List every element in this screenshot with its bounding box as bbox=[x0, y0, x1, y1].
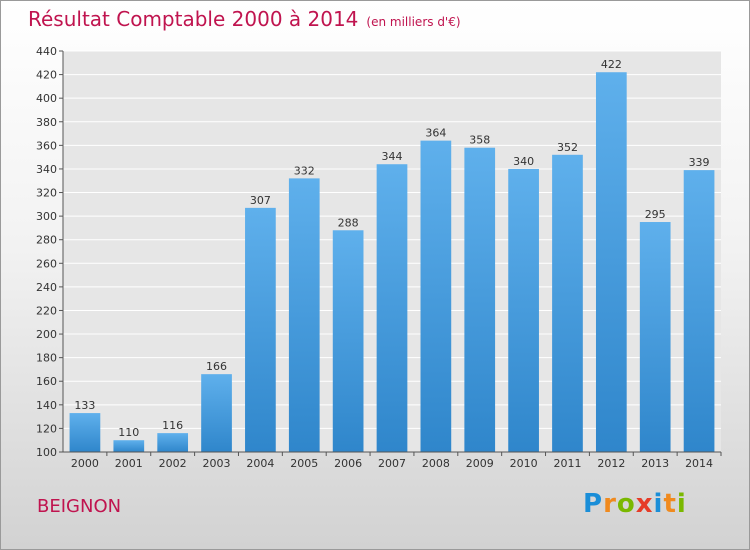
y-tick-label: 340 bbox=[36, 163, 57, 176]
value-label-2004: 307 bbox=[250, 194, 271, 207]
bar-2007 bbox=[376, 164, 408, 453]
axes: 100 120 140 160 180 200 220 240 260 280 300 320 340 3… bbox=[36, 45, 722, 470]
value-label-2000: 133 bbox=[74, 399, 95, 412]
x-tick-label-2003: 2003 bbox=[203, 457, 231, 470]
y-tick-label: 320 bbox=[36, 187, 57, 200]
bar-2001 bbox=[113, 440, 145, 452]
bars: 133 110 116 166 307 332 288 344 364 358 340 352 422 2… bbox=[69, 58, 715, 453]
logo-letter: r bbox=[603, 489, 617, 519]
bar-2004 bbox=[245, 207, 276, 452]
bar-2000 bbox=[69, 413, 101, 452]
bar-2006 bbox=[332, 230, 364, 452]
x-tick-label-2001: 2001 bbox=[115, 457, 143, 470]
y-tick-label: 440 bbox=[36, 45, 57, 58]
chart-title: Résultat Comptable 2000 à 2014 (en millie… bbox=[28, 7, 461, 31]
x-tick-label-2005: 2005 bbox=[290, 457, 318, 470]
value-label-2006: 288 bbox=[338, 216, 359, 229]
y-tick-label: 180 bbox=[36, 352, 57, 365]
bar-2005 bbox=[288, 178, 320, 452]
bar-2010 bbox=[508, 168, 539, 453]
y-tick-label: 220 bbox=[36, 304, 57, 317]
bar-2009 bbox=[464, 147, 496, 452]
bar-2012 bbox=[595, 72, 627, 453]
x-tick-label-2011: 2011 bbox=[553, 457, 581, 470]
x-tick-label-2012: 2012 bbox=[597, 457, 625, 470]
x-tick-label-2004: 2004 bbox=[246, 457, 274, 470]
y-tick-label: 140 bbox=[36, 399, 57, 412]
x-tick-label-2009: 2009 bbox=[466, 457, 494, 470]
value-label-2012: 422 bbox=[601, 58, 622, 71]
bar-2014 bbox=[683, 170, 715, 452]
logo-letter: o bbox=[616, 489, 636, 519]
bar-2003 bbox=[201, 374, 232, 452]
x-tick-label-2000: 2000 bbox=[71, 457, 99, 470]
proxiti-logo: Proxiti bbox=[583, 489, 687, 519]
y-tick-label: 100 bbox=[36, 446, 57, 459]
y-tick-label: 240 bbox=[36, 281, 57, 294]
value-label-2002: 116 bbox=[162, 419, 183, 432]
x-tick-label-2006: 2006 bbox=[334, 457, 362, 470]
y-tick-label: 300 bbox=[36, 210, 57, 223]
value-label-2008: 364 bbox=[425, 127, 446, 140]
x-tick-label-2008: 2008 bbox=[422, 457, 450, 470]
bar-2008 bbox=[420, 140, 452, 452]
y-tick-label: 360 bbox=[36, 139, 57, 152]
logo-letter: P bbox=[583, 489, 604, 519]
logo-letter: i bbox=[676, 489, 687, 519]
value-label-2009: 358 bbox=[469, 134, 490, 147]
bar-2011 bbox=[552, 154, 583, 452]
logo-letter: i bbox=[653, 489, 664, 519]
value-label-2014: 339 bbox=[689, 156, 710, 169]
x-tick-label-2002: 2002 bbox=[159, 457, 187, 470]
value-label-2010: 340 bbox=[513, 155, 534, 168]
value-label-2011: 352 bbox=[557, 141, 578, 154]
bar-2013 bbox=[639, 222, 671, 452]
title-unit: (en milliers d'€) bbox=[366, 15, 461, 29]
value-label-2013: 295 bbox=[645, 208, 666, 221]
y-tick-label: 380 bbox=[36, 116, 57, 129]
x-tick-label-2010: 2010 bbox=[510, 457, 538, 470]
title-text: Résultat Comptable 2000 à 2014 bbox=[28, 7, 359, 31]
x-tick-label-2014: 2014 bbox=[685, 457, 713, 470]
logo-letter: x bbox=[635, 489, 654, 519]
y-tick-label: 280 bbox=[36, 234, 57, 247]
value-label-2005: 332 bbox=[294, 164, 315, 177]
value-label-2001: 110 bbox=[118, 426, 139, 439]
place-name: BEIGNON bbox=[37, 496, 122, 517]
y-tick-label: 200 bbox=[36, 328, 57, 341]
y-tick-label: 260 bbox=[36, 257, 57, 270]
x-tick-label-2013: 2013 bbox=[641, 457, 669, 470]
y-tick-label: 400 bbox=[36, 92, 57, 105]
logo-letter: t bbox=[663, 489, 677, 519]
value-label-2003: 166 bbox=[206, 360, 227, 373]
bar-2002 bbox=[157, 433, 189, 452]
y-tick-label: 420 bbox=[36, 69, 57, 82]
value-label-2007: 344 bbox=[382, 150, 403, 163]
y-tick-label: 120 bbox=[36, 422, 57, 435]
y-tick-label: 160 bbox=[36, 375, 57, 388]
x-tick-label-2007: 2007 bbox=[378, 457, 406, 470]
